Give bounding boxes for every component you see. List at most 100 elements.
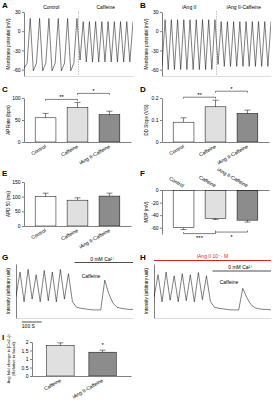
figure-root: AMembrane potential (mV)-60-30030Control… xyxy=(0,0,275,400)
tick-mark xyxy=(22,12,24,13)
tick-mark xyxy=(160,98,162,99)
axis: 050100150 xyxy=(12,179,24,229)
tick-label: 0 xyxy=(156,187,159,193)
tick: 150 xyxy=(12,179,24,185)
plot: MDP (mV)-60-40-200ControlCaffeineiAng II… xyxy=(144,166,270,241)
error-bar xyxy=(75,198,81,200)
axis xyxy=(25,76,134,77)
error-cap xyxy=(57,342,63,343)
error-cap xyxy=(106,111,112,112)
error-cap xyxy=(43,113,49,114)
bracket xyxy=(184,232,216,234)
tick: 0 xyxy=(18,139,24,145)
axis-line xyxy=(24,183,25,227)
error-bar xyxy=(100,350,106,352)
significance: * xyxy=(230,86,233,92)
tick: 0.5 xyxy=(22,365,32,371)
tick: 0 xyxy=(26,373,32,379)
tick-label: 30 xyxy=(15,9,21,15)
annotation: iAng II xyxy=(182,4,196,10)
tick-mark xyxy=(160,190,162,191)
tick-mark xyxy=(160,50,162,51)
y-axis-title: Intensity (arbitrary unit) xyxy=(6,267,11,314)
tick: 100 xyxy=(12,95,24,101)
tick-mark xyxy=(30,342,32,343)
category-label: Control xyxy=(30,227,47,240)
error-stem xyxy=(77,198,78,200)
panel: EAPD 50 (ms)050100150ControlCaffeineiAng… xyxy=(2,169,132,250)
tick-label: 0 xyxy=(18,223,21,229)
axis xyxy=(155,318,272,319)
axis-line xyxy=(33,376,132,377)
axis: 050100 xyxy=(12,95,24,145)
tick-label: -30 xyxy=(151,48,158,54)
significance: *** xyxy=(196,235,204,241)
tick-mark xyxy=(22,197,24,198)
significance: * xyxy=(92,88,95,94)
error-stem xyxy=(60,343,61,346)
tick: -40 xyxy=(151,212,162,218)
tick-mark xyxy=(22,120,24,121)
axis: 00.511.52 xyxy=(22,339,33,379)
panel-label: C xyxy=(2,85,8,94)
axis-line xyxy=(25,226,132,227)
panel-label: B xyxy=(140,1,146,10)
panel-label: A xyxy=(2,1,8,10)
tick: Caffeine xyxy=(60,143,79,158)
plot: APD 50 (ms)050100150ControlCaffeineiAng … xyxy=(6,179,132,249)
tick-mark xyxy=(30,359,32,360)
marks xyxy=(47,343,117,376)
tick-mark xyxy=(22,31,24,32)
tick-label: 0.2 xyxy=(152,95,159,101)
tick-label: -30 xyxy=(13,48,20,54)
category-label: Control xyxy=(168,143,185,156)
tick: 30 xyxy=(153,9,162,15)
y-axis-title: Membrane potential (mV) xyxy=(144,18,149,69)
error-cap xyxy=(75,102,81,103)
tick-mark xyxy=(160,203,162,204)
panel: BMembrane potential (mV)-60-30030iAng II… xyxy=(140,1,272,77)
error-stem xyxy=(45,113,46,117)
plot: Membrane potential (mV)-60-30030ControlC… xyxy=(6,4,134,77)
error-stem xyxy=(109,193,110,196)
tick: iAng II-Caffeine xyxy=(216,166,249,188)
tick: 1 xyxy=(26,356,32,362)
error-stem xyxy=(102,350,103,352)
figure: AMembrane potential (mV)-60-30030Control… xyxy=(0,0,275,400)
tick: 100 xyxy=(12,194,24,200)
error-bar xyxy=(43,193,49,197)
axis-line xyxy=(163,142,270,143)
tick: 1.5 xyxy=(22,348,32,354)
tick-label: 0 xyxy=(26,373,29,379)
tick-mark xyxy=(160,228,162,229)
tick: Control xyxy=(30,227,47,240)
category-label: iAng II-Caffeine xyxy=(71,377,104,399)
bar xyxy=(67,200,88,226)
error-cap xyxy=(181,117,187,118)
divider xyxy=(216,11,217,76)
error-bar xyxy=(106,111,112,115)
tick: -60 xyxy=(151,225,162,231)
tick-label: -60 xyxy=(13,67,20,73)
marks xyxy=(154,272,271,310)
tick: -60 xyxy=(151,67,162,73)
y-axis-title: APD 50 (ms) xyxy=(6,191,11,217)
bar xyxy=(35,118,56,142)
bar xyxy=(205,190,226,218)
annotation-line xyxy=(154,260,271,261)
tick-label: 30 xyxy=(153,9,159,15)
panel: FMDP (mV)-60-40-200ControlCaffeineiAng I… xyxy=(140,166,270,241)
axis: 00.10.2 xyxy=(152,95,163,145)
tick-mark xyxy=(160,12,162,13)
tick: 30 xyxy=(15,9,24,15)
bar xyxy=(205,107,226,142)
tick-mark xyxy=(30,376,32,377)
axis: -60-30030 xyxy=(13,9,24,76)
y-axis-title: Intensity (arbitrary unit) xyxy=(144,267,149,314)
panel: AMembrane potential (mV)-60-30030Control… xyxy=(2,1,134,77)
tick: -30 xyxy=(13,48,24,54)
significance: * xyxy=(101,342,104,348)
panel-label: D xyxy=(140,85,146,94)
tick: Control xyxy=(30,143,47,156)
axis-line xyxy=(163,190,270,191)
